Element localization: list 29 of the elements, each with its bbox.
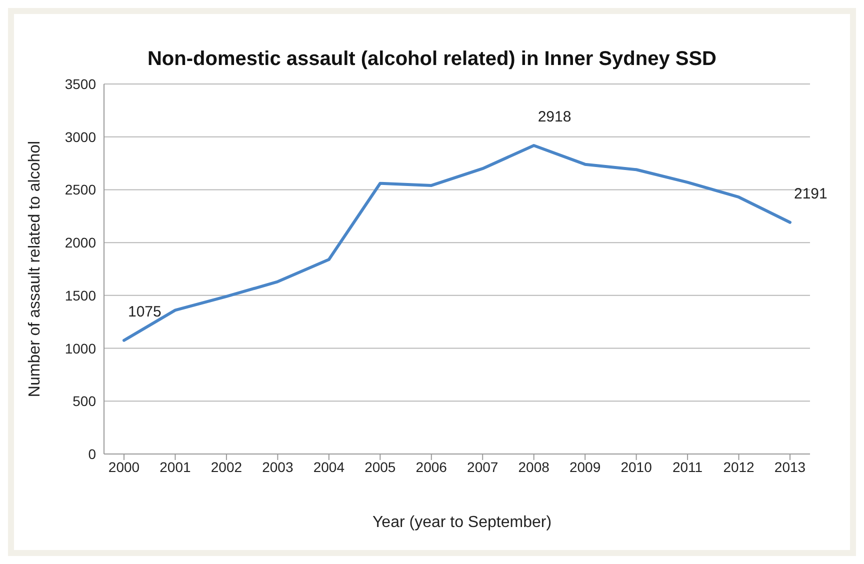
line-series [122,144,792,342]
y-tick-label: 0 [88,446,96,462]
data-label: 1075 [128,303,162,320]
x-tick-label: 2006 [416,458,448,475]
x-tick-label: 2013 [774,458,806,475]
x-tick-label: 2001 [160,458,192,475]
x-tick-label: 2005 [364,458,396,475]
x-tick-label: 2011 [672,458,703,475]
y-tick-label: 2500 [64,182,96,198]
x-tick-label: 2000 [108,458,140,475]
y-tick-label: 500 [72,393,96,410]
x-axis-title: Year (year to September) [371,514,553,532]
y-tick-label: 3500 [64,76,96,92]
y-tick-label: 1500 [64,287,96,304]
y-tick-label: 3000 [64,128,96,145]
chart-title: Non-domestic assault (alcohol related) in Inner Sydney SSD [146,47,718,72]
x-tick-label: 2004 [313,458,345,475]
x-tick-label: 2003 [262,458,294,475]
y-axis-title: Number of assault related to alcohol [26,140,44,398]
data-label: 2918 [538,108,572,126]
x-tick-label: 2002 [210,458,242,475]
x-tick-label: 2010 [620,458,652,475]
x-tick-label: 2007 [467,458,498,475]
x-tick-label: 2012 [723,458,755,475]
x-tick-label: 2009 [570,458,601,475]
x-tick-label: 2008 [518,458,550,475]
data-label: 2191 [794,185,828,202]
y-tick-label: 2000 [64,234,96,251]
y-tick-label: 1000 [64,340,96,356]
